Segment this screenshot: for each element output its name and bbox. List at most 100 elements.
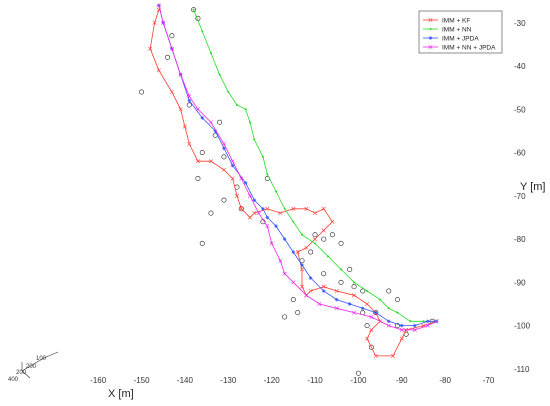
data-point (222, 146, 226, 151)
data-point (187, 98, 192, 103)
observation-marker (338, 279, 344, 285)
data-point (425, 323, 430, 328)
data-point (422, 320, 425, 323)
data-point (156, 68, 161, 73)
data-point (386, 319, 391, 324)
observation-marker (186, 102, 192, 108)
observation-marker (321, 236, 327, 242)
observation-marker (195, 176, 201, 182)
data-point (387, 307, 390, 310)
data-point (304, 293, 309, 298)
data-point (340, 268, 343, 271)
data-point (169, 46, 174, 51)
observation-marker (360, 288, 366, 294)
data-point (334, 297, 339, 302)
data-point (265, 206, 270, 211)
x-axis-ticks: -160 -150 -140 -130 -120 -110 -100 -90 -80 -70 (90, 376, 495, 385)
data-point (369, 327, 374, 332)
data-point (161, 20, 166, 25)
data-point (274, 224, 278, 228)
data-point (239, 206, 244, 211)
x-tick-label: -150 (134, 376, 151, 385)
data-point (230, 176, 235, 181)
data-point (300, 263, 304, 267)
data-point (409, 320, 412, 323)
observation-marker (221, 154, 227, 160)
data-point (412, 327, 417, 332)
x-tick-label: -120 (264, 376, 281, 385)
data-point (321, 206, 326, 211)
observation-marker (217, 119, 223, 125)
y-tick-label: -90 (514, 278, 526, 287)
observation-marker (139, 89, 145, 95)
legend-entry: IMM + NN (442, 27, 472, 34)
data-point (152, 20, 157, 25)
data-point (234, 193, 239, 198)
observation-marker (394, 323, 400, 329)
data-point (283, 207, 286, 210)
x-tick-label: -140 (177, 376, 194, 385)
observation-marker (386, 288, 392, 294)
data-point (195, 107, 200, 112)
data-point (366, 289, 369, 292)
data-point (256, 211, 261, 216)
data-point (428, 36, 433, 40)
y-tick-label: -50 (514, 105, 526, 114)
series-line (193, 9, 437, 322)
observation-marker (312, 232, 318, 238)
data-point (252, 211, 257, 216)
data-point (221, 141, 226, 146)
data-point (195, 159, 200, 164)
data-point (301, 233, 304, 236)
data-point (412, 323, 417, 328)
y-tick-label: -110 (514, 365, 530, 374)
3d-axis-label: 200 (26, 364, 37, 370)
data-point (218, 73, 221, 76)
data-point (192, 8, 195, 11)
x-tick-label: -130 (220, 376, 237, 385)
data-point (208, 159, 213, 164)
series-lines (148, 3, 439, 358)
data-point (365, 336, 370, 341)
y-tick-label: -70 (514, 192, 526, 201)
data-point (252, 198, 257, 202)
data-point (327, 255, 330, 258)
observation-marker (329, 232, 335, 238)
data-point (391, 353, 396, 358)
data-point (321, 284, 326, 289)
data-point (321, 289, 326, 293)
observation-marker (221, 197, 227, 203)
3d-axis-indicator: 100 200 200 400 (8, 351, 59, 383)
series-imm-kf (148, 7, 439, 358)
data-point (334, 306, 339, 311)
data-point (247, 215, 252, 220)
data-point (239, 176, 244, 181)
data-point (396, 311, 399, 314)
data-point (347, 302, 352, 306)
data-point (213, 129, 218, 133)
observation-marker (238, 206, 244, 212)
data-point (274, 190, 277, 193)
data-point (178, 72, 183, 77)
data-point (369, 314, 374, 319)
data-point (321, 228, 326, 233)
data-point (156, 3, 161, 8)
series-imm-nn (192, 8, 438, 323)
data-point (353, 281, 356, 284)
observation-marker (364, 323, 370, 329)
3d-axis-label: 400 (8, 377, 19, 383)
data-point (399, 336, 404, 341)
legend-entry: IMM + KF (442, 18, 470, 25)
x-tick-label: -70 (483, 376, 495, 385)
observation-marker (321, 271, 327, 277)
observation-marker (338, 240, 344, 246)
data-point (230, 163, 235, 168)
data-point (386, 323, 391, 328)
y-tick-label: -30 (514, 19, 526, 28)
x-tick-label: -160 (90, 376, 107, 385)
legend-entry: IMM + NN + JPDA (442, 45, 496, 52)
data-point (187, 94, 192, 99)
data-point (334, 288, 339, 294)
data-point (244, 108, 247, 111)
